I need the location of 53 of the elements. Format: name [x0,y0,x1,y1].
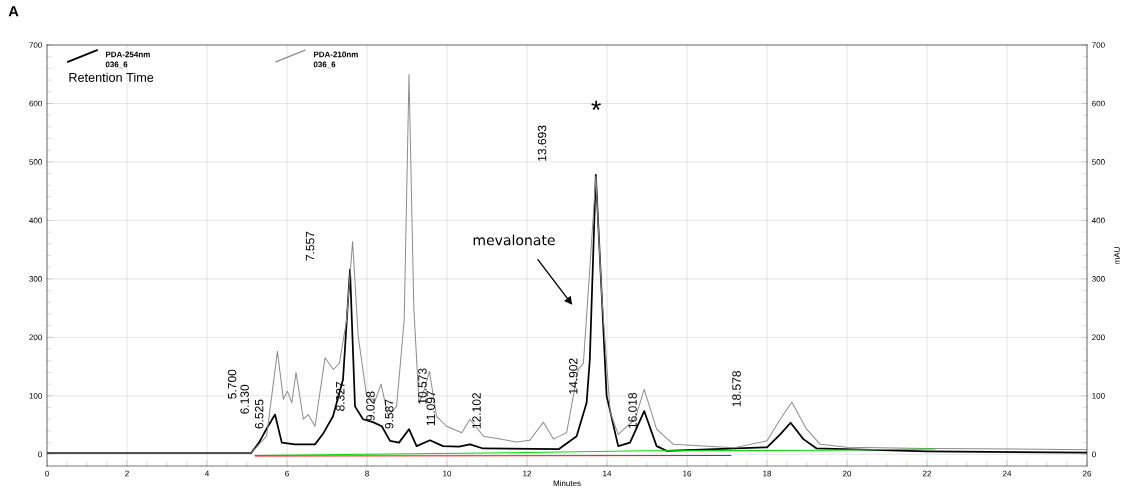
annotation: 12.102 [472,393,481,429]
y-tick-label: 100 [29,393,42,399]
x-tick-label: 12 [523,470,532,477]
annotation: 13.693 [537,125,547,161]
x-tick-label: 24 [1002,470,1012,477]
x-tick-label: 26 [1082,470,1092,477]
annotation: * [591,100,601,111]
y-tick-label: 700 [29,42,42,48]
legend-label: PDA-254nm 036_6 [105,51,150,69]
line-series [254,448,936,456]
annotation: 18.578 [732,371,741,407]
y2-tick-label: 0 [1092,451,1096,458]
x-tick-label: 0 [45,470,49,477]
annotation: 10.573 [418,368,427,404]
y2-tick-label: 500 [1092,159,1105,165]
annotation: 6.525 [254,399,264,429]
y-tick-label: 600 [29,100,42,107]
legend-label: PDA-210nm 036_6 [313,51,358,69]
text: A [8,6,19,17]
x-tick-label: 6 [285,470,289,477]
x-tick-label: 16 [683,470,692,477]
y-tick-label: 300 [29,276,42,282]
y-tick-label: 400 [29,217,42,224]
x-tick-label: 14 [603,470,612,477]
annotation: 14.902 [568,358,578,394]
y2-axis-title: mAU [1114,247,1120,264]
annotation: 11.097 [426,390,436,426]
annotation: mevalonate [473,234,555,246]
annotation: 9.587 [384,399,394,429]
line-series [47,73,1088,454]
annotation: 9.028 [366,391,375,421]
y-tick-label: 500 [29,159,42,165]
x-tick-label: 18 [763,470,772,477]
y-tick-label: 200 [29,334,42,341]
y2-tick-label: 400 [1091,217,1105,224]
y2-tick-label: 200 [1092,334,1105,341]
y2-tick-label: 600 [1092,100,1105,107]
y2-tick-label: 700 [1092,42,1105,48]
x-tick-label: 22 [922,470,932,477]
y2-tick-label: 300 [1092,276,1105,282]
x-tick-label: 8 [365,470,369,477]
x-axis-title: Minutes [553,480,581,487]
legend-title: Retention Time [69,72,154,82]
annotation: 16.018 [628,392,637,429]
annotation: 5.700 [227,369,237,399]
y-tick-label: 0 [38,451,42,458]
annotation: 7.557 [305,231,315,261]
x-tick-label: 4 [204,470,209,477]
annotation: 6.130 [240,384,249,414]
x-tick-label: 10 [443,470,452,477]
y2-tick-label: 100 [1092,393,1105,399]
x-tick-label: 2 [125,470,129,477]
x-tick-label: 20 [842,470,852,477]
